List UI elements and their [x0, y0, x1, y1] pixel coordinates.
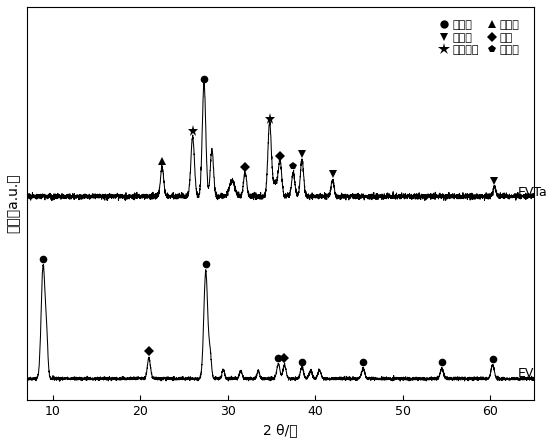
Text: EV: EV	[518, 367, 534, 381]
Legend: 金云母, 碳化鲁, 硬火辉石, 金红石, 石英, 尖晶石: 金云母, 碳化鲁, 硬火辉石, 金红石, 石英, 尖晶石	[437, 16, 523, 59]
X-axis label: 2 θ/度: 2 θ/度	[263, 423, 297, 437]
Text: EVTa: EVTa	[518, 186, 548, 198]
Y-axis label: 强度（a.u.）: 强度（a.u.）	[7, 174, 21, 233]
